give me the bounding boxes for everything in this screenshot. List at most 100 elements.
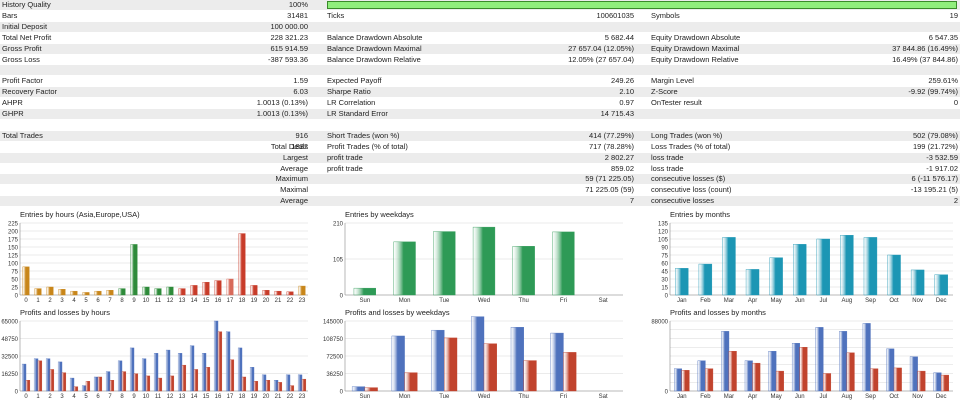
x-tick-label: 13 — [179, 298, 186, 304]
bar — [523, 360, 537, 392]
report-label: Equity Drawdown Relative — [651, 54, 739, 64]
bar — [253, 381, 259, 392]
bar — [273, 380, 279, 392]
report-value: 502 (79.08%) — [912, 130, 958, 140]
x-tick-label: Feb — [700, 298, 711, 304]
x-tick-label: Sat — [599, 298, 608, 304]
x-tick-label: Nov — [912, 298, 923, 304]
x-tick-label: 1 — [36, 298, 40, 304]
x-tick-label: 18 — [239, 394, 246, 400]
report-value — [200, 185, 308, 195]
y-tick-label: 0 — [15, 294, 19, 300]
x-tick-label: Jun — [795, 394, 805, 400]
report-value: -3 532.59 — [926, 152, 958, 162]
bar — [552, 231, 575, 296]
x-tick-label: Fri — [560, 394, 567, 400]
bar — [73, 386, 79, 392]
x-tick-label: Mar — [724, 394, 734, 400]
bar — [934, 274, 948, 296]
bar — [512, 246, 535, 296]
bar — [510, 327, 524, 392]
y-tick-label: 100 — [8, 262, 19, 268]
x-tick-label: Sep — [865, 394, 876, 400]
y-tick-label: 135 — [658, 222, 669, 228]
y-tick-label: 45 — [661, 270, 668, 276]
bar — [57, 361, 63, 392]
bar — [169, 375, 175, 392]
bar — [85, 381, 91, 392]
bar — [823, 373, 832, 392]
y-tick-label: 32500 — [1, 355, 18, 361]
report-label: loss trade — [651, 152, 684, 162]
report-value: 16.49% (37 844.86) — [892, 54, 958, 64]
bar — [133, 373, 139, 392]
report-value: 14 715.43 — [600, 109, 634, 118]
report-row: Total Trades 916 Short Trades (won %) 414 (… — [0, 130, 960, 141]
bar — [154, 288, 162, 296]
bar — [277, 382, 283, 392]
y-tick-label: 75 — [11, 270, 18, 276]
x-tick-label: Sep — [865, 298, 876, 304]
report-value: -9.92 (99.74%) — [908, 87, 958, 97]
bar — [681, 370, 690, 392]
x-tick-label: Sun — [360, 394, 371, 400]
chart-panel: Entries by hours (Asia,Europe,USA) 0 25 50 7… — [0, 210, 310, 305]
y-tick-label: 30 — [661, 278, 668, 284]
x-tick-label: Dec — [936, 394, 947, 400]
x-tick-label: Jan — [677, 394, 687, 400]
x-tick-label: 12 — [167, 394, 174, 400]
x-tick-label: 6 — [96, 298, 100, 304]
x-tick-label: 16 — [215, 394, 222, 400]
report-label: Maximal — [280, 185, 308, 195]
bar — [364, 387, 378, 392]
y-tick-label: 210 — [333, 222, 344, 228]
bar — [261, 374, 267, 392]
x-tick-label: 8 — [120, 298, 124, 304]
bar — [214, 280, 222, 296]
x-tick-label: 4 — [72, 394, 76, 400]
report-row: Profit Factor 1.59 Expected Payoff 249.26 Ma… — [0, 76, 960, 86]
bar — [846, 352, 855, 392]
bar — [941, 374, 949, 392]
x-tick-label: 8 — [120, 394, 124, 400]
report-label: Symbols — [651, 10, 680, 20]
x-tick-label: Thu — [519, 298, 529, 304]
x-tick-label: Sat — [599, 394, 608, 400]
bar — [471, 316, 485, 392]
chart-title: Profits and losses by weekdays — [345, 308, 450, 317]
bar — [775, 370, 784, 392]
bar — [45, 358, 51, 392]
report-label: Gross Loss — [2, 54, 40, 64]
bar — [105, 371, 111, 392]
bar — [353, 287, 376, 296]
report-label: Total Deals — [270, 141, 308, 151]
bar — [118, 288, 126, 296]
bar — [166, 286, 174, 296]
report-value — [200, 174, 308, 184]
chart-svg: 0 105 210 Sun Mon Tue Wed Thu Fri Sat — [333, 222, 623, 304]
x-tick-label: 5 — [84, 298, 88, 304]
y-tick-label: 50 — [11, 278, 18, 284]
chart-title: Entries by weekdays — [345, 210, 414, 219]
bar — [870, 368, 879, 392]
report-row: Gross Profit 615 914.59 Balance Drawdown M… — [0, 43, 960, 54]
x-tick-label: Jun — [795, 298, 805, 304]
bar — [238, 233, 246, 296]
report-value: 1.0013 (0.13%) — [256, 98, 308, 108]
x-tick-label: Thu — [519, 394, 529, 400]
report-row: GHPR 1.0013 (0.13%) LR Standard Error 14 71… — [0, 109, 960, 119]
chart-panel: Profits and losses by months 0 88000 Jan Feb… — [650, 308, 955, 401]
bar — [82, 292, 90, 296]
bar — [298, 285, 306, 296]
bar — [286, 291, 294, 296]
report-value: 19 — [949, 10, 958, 20]
bar — [909, 356, 918, 392]
x-tick-label: Aug — [842, 298, 853, 304]
chart-panel: Profits and losses by hours 0 16250 32500 48… — [0, 308, 310, 401]
bar — [237, 347, 243, 392]
x-tick-label: 5 — [84, 394, 88, 400]
y-tick-label: 16250 — [1, 372, 18, 378]
bar — [721, 331, 730, 392]
bar — [94, 290, 102, 296]
